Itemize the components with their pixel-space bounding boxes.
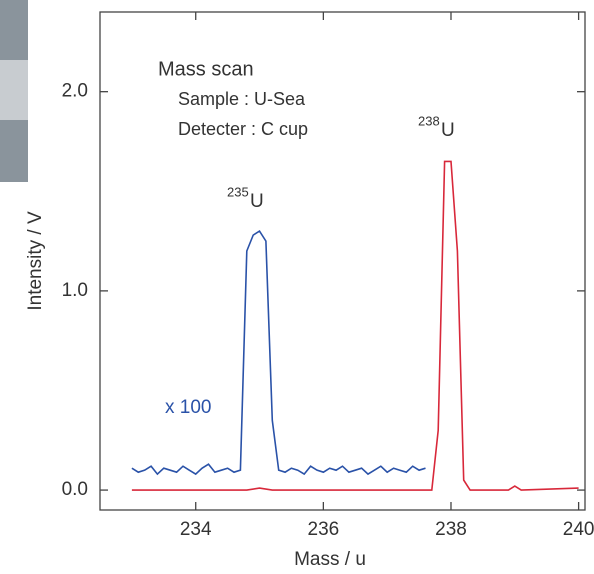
x-tick-label: 240 <box>563 519 594 540</box>
x-axis-label: Mass / u <box>294 549 366 570</box>
photo-detail <box>0 60 28 120</box>
series-line <box>131 229 426 476</box>
x-tick-label: 238 <box>435 519 467 540</box>
annotation-title: Mass scan <box>158 58 254 80</box>
plot-frame <box>99 11 586 511</box>
annotation-detector: Detecter : C cup <box>178 119 308 139</box>
peak-mass: 238 <box>418 113 440 128</box>
series-line <box>131 160 579 491</box>
peak-element: U <box>441 120 455 141</box>
peak-element: U <box>250 191 264 212</box>
peak-mass: 235 <box>227 184 249 199</box>
y-axis-label: Intensity / V <box>25 211 46 311</box>
annotation-sample: Sample : U-Sea <box>178 89 306 109</box>
x-tick-label: 236 <box>308 519 340 540</box>
y-tick-label: 0.0 <box>62 479 88 500</box>
y-tick-label: 1.0 <box>62 280 88 301</box>
scale-annotation: x 100 <box>165 397 211 418</box>
y-tick-label: 2.0 <box>62 81 88 102</box>
x-tick-label: 234 <box>180 519 212 540</box>
